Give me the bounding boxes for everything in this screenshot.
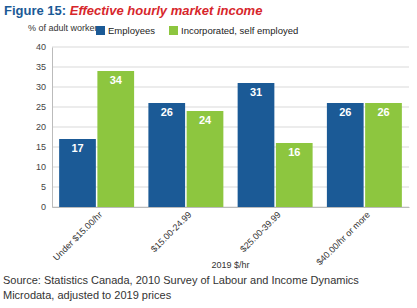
y-tick-label: 0 — [41, 202, 46, 212]
y-tick-label: 30 — [36, 82, 46, 92]
data-label: 24 — [199, 114, 212, 126]
y-tick: 10 — [36, 162, 52, 172]
legend-item: Incorporated, self employed — [169, 25, 298, 36]
bar — [148, 103, 185, 207]
grid-line — [52, 47, 409, 48]
y-tick-label: 15 — [36, 142, 46, 152]
x-axis-title: 2019 $/hr — [211, 260, 249, 270]
y-tick-label: 5 — [41, 182, 46, 192]
data-label: 26 — [339, 106, 351, 118]
y-tick: 40 — [36, 42, 52, 52]
grid — [52, 47, 409, 207]
x-tick: $25.00-39.99 — [238, 207, 283, 254]
y-axis: 0 5 10 15 20 25 30 35 40 — [36, 42, 53, 212]
y-tick: 30 — [36, 82, 52, 92]
bar — [97, 71, 134, 207]
bars — [59, 71, 402, 207]
y-tick-label: 20 — [36, 122, 46, 132]
bar — [276, 143, 313, 207]
data-labels: 17 26 31 26 34 24 16 26 — [71, 74, 389, 158]
title: Figure 15: Effective hourly market incom… — [4, 3, 262, 18]
x-axis-line — [53, 207, 410, 208]
x-tick: Under $15.00/hr — [51, 207, 104, 263]
y-tick: 5 — [41, 182, 52, 192]
bar — [59, 139, 96, 207]
bar — [238, 83, 275, 207]
x-tick-label: $25.00-39.99 — [238, 210, 283, 255]
data-label: 17 — [71, 142, 83, 154]
y-tick: 0 — [41, 202, 52, 212]
source: Source: Statistics Canada, 2010 Survey o… — [3, 274, 359, 286]
legend: Employees Incorporated, self employed — [96, 25, 298, 36]
data-label: 26 — [377, 106, 389, 118]
y-axis-title: % of adult workers — [28, 23, 103, 33]
legend-label: Incorporated, self employed — [181, 25, 298, 36]
y-tick: 35 — [36, 62, 52, 72]
x-tick: $40.00/hr or more — [314, 207, 372, 267]
y-tick: 20 — [36, 122, 52, 132]
grid-line — [52, 67, 409, 68]
data-label: 26 — [161, 106, 173, 118]
x-axis: Under $15.00/hr $15.00-24.99 $25.00-39.99 $… — [51, 207, 409, 267]
y-tick-label: 10 — [36, 162, 46, 172]
y-tick-label: 25 — [36, 102, 46, 112]
legend-swatch — [169, 26, 178, 35]
y-tick: 25 — [36, 102, 52, 112]
y-axis-line — [52, 48, 53, 208]
y-tick-label: 40 — [36, 42, 46, 52]
source: Microdata, adjusted to 2019 prices — [3, 289, 172, 301]
y-tick-label: 35 — [36, 62, 46, 72]
legend-label: Employees — [108, 25, 155, 36]
bar — [187, 111, 224, 207]
x-tick-label: $40.00/hr or more — [314, 210, 372, 268]
data-label: 31 — [250, 86, 262, 98]
bar — [327, 103, 364, 207]
legend-swatch — [96, 26, 105, 35]
data-label: 34 — [110, 74, 123, 86]
data-label: 16 — [288, 146, 300, 158]
x-tick-label: Under $15.00/hr — [51, 210, 104, 263]
y-tick: 15 — [36, 142, 52, 152]
bar — [365, 103, 402, 207]
x-tick: $15.00-24.99 — [149, 207, 194, 254]
x-tick-label: $15.00-24.99 — [149, 210, 194, 255]
legend-item: Employees — [96, 25, 155, 36]
